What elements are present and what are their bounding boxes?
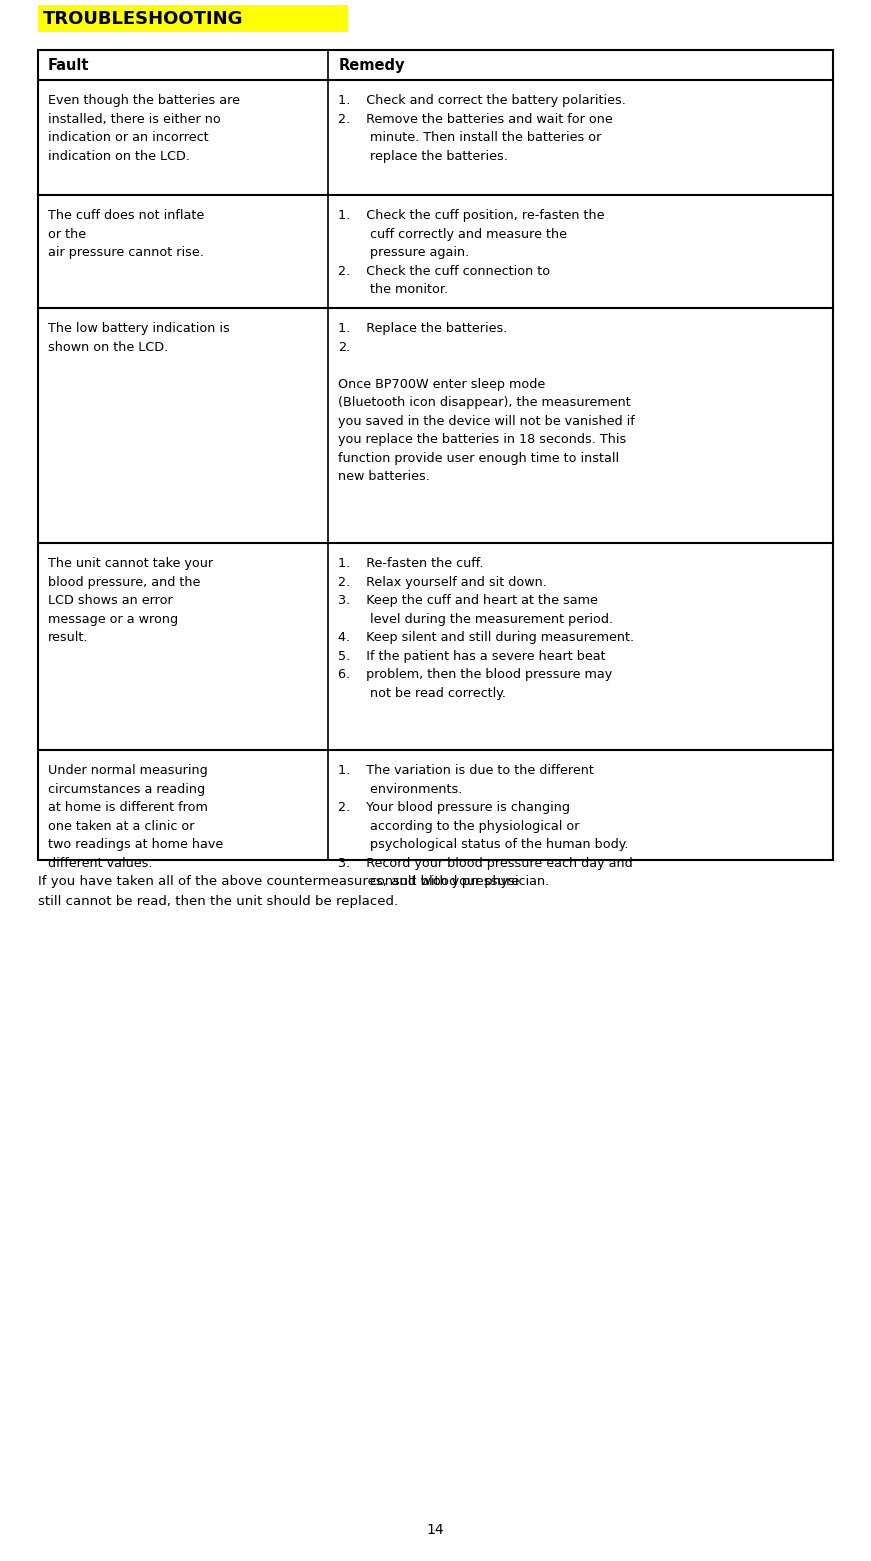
Text: Under normal measuring
circumstances a reading
at home is different from
one tak: Under normal measuring circumstances a r… <box>48 763 223 869</box>
Text: The unit cannot take your
blood pressure, and the
LCD shows an error
message or : The unit cannot take your blood pressure… <box>48 557 213 645</box>
Text: 1.    Replace the batteries.
2.

Once BP700W enter sleep mode
(Bluetooth icon di: 1. Replace the batteries. 2. Once BP700W… <box>338 322 635 482</box>
Text: 1.    Check the cuff position, re-fasten the
        cuff correctly and measure : 1. Check the cuff position, re-fasten th… <box>338 209 604 297</box>
Text: Fault: Fault <box>48 58 90 72</box>
Text: Remedy: Remedy <box>338 58 405 72</box>
Text: The low battery indication is
shown on the LCD.: The low battery indication is shown on t… <box>48 322 230 353</box>
Text: 1.    The variation is due to the different
        environments.
2.    Your blo: 1. The variation is due to the different… <box>338 763 633 888</box>
Bar <box>38 5 348 31</box>
Text: Even though the batteries are
installed, there is either no
indication or an inc: Even though the batteries are installed,… <box>48 94 240 162</box>
Text: 1.    Check and correct the battery polarities.
2.    Remove the batteries and w: 1. Check and correct the battery polarit… <box>338 94 626 162</box>
Text: 1.    Re-fasten the cuff.
2.    Relax yourself and sit down.
3.    Keep the cuff: 1. Re-fasten the cuff. 2. Relax yourself… <box>338 557 634 699</box>
Text: If you have taken all of the above countermeasures, and blood pressure
still can: If you have taken all of the above count… <box>38 876 519 907</box>
Text: 14: 14 <box>427 1524 444 1538</box>
Text: TROUBLESHOOTING: TROUBLESHOOTING <box>43 9 244 28</box>
Bar <box>38 50 833 860</box>
Text: The cuff does not inflate
or the
air pressure cannot rise.: The cuff does not inflate or the air pre… <box>48 209 205 259</box>
